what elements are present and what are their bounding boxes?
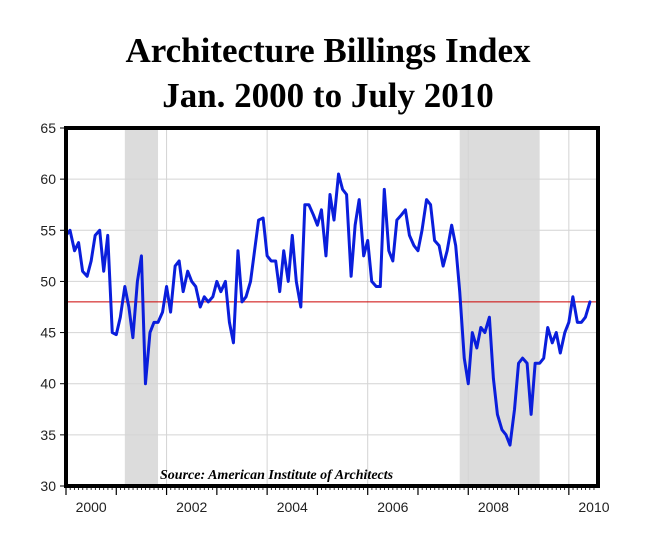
x-tick-label-2006: 2006	[377, 499, 408, 515]
series-line-1	[64, 172, 592, 447]
y-tick-label-45: 45	[40, 325, 56, 341]
x-tick-label-2008: 2008	[478, 499, 509, 515]
y-tick-label-35: 35	[40, 427, 56, 443]
chart-subtitle: Jan. 2000 to July 2010	[162, 76, 494, 115]
source-note: Source: American Institute of Architects	[160, 468, 394, 483]
x-tick-label-2002: 2002	[176, 499, 207, 515]
series-group	[64, 172, 592, 447]
x-tick-label-2004: 2004	[277, 499, 308, 515]
x-axis: 2000 2002 2004 2006 2008 2010	[65, 486, 610, 515]
y-tick-label-65: 65	[40, 120, 56, 136]
x-tick-label-2010: 2010	[578, 499, 609, 515]
shaded-period-1	[124, 128, 159, 486]
y-tick-label-55: 55	[40, 222, 56, 238]
plot-frame	[64, 126, 600, 488]
x-tick-label-2000: 2000	[76, 499, 107, 515]
plot-frame-group	[64, 126, 600, 488]
shaded-period-2	[459, 128, 540, 486]
y-tick-label-50: 50	[40, 273, 56, 289]
chart-title: Architecture Billings Index	[125, 31, 531, 70]
grid	[65, 128, 598, 486]
y-tick-label-40: 40	[40, 376, 56, 392]
y-tick-label-30: 30	[40, 478, 56, 494]
y-axis: 30 35 40 45 50 55 60 65	[40, 120, 66, 494]
y-tick-label-60: 60	[40, 171, 56, 187]
